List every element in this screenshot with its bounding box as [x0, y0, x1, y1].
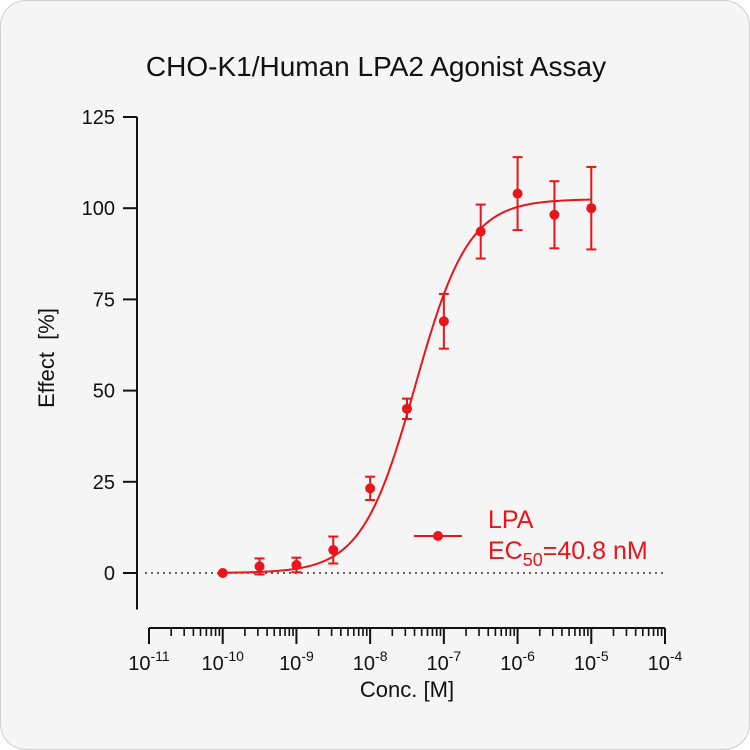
x-tick-label: 10-4	[648, 648, 683, 675]
x-tick-label: 10-5	[574, 648, 609, 675]
data-point	[217, 568, 228, 578]
y-axis-label: Effect [%]	[34, 308, 59, 408]
y-tick-label: 75	[93, 289, 115, 311]
legend-ec50: EC50=40.8 nM	[488, 537, 648, 570]
data-point	[586, 203, 597, 214]
x-tick-label: 10-7	[427, 648, 462, 675]
fit-curve	[222, 198, 592, 574]
chart-title: CHO-K1/Human LPA2 Agonist Assay	[145, 51, 607, 82]
x-axis: 10-11 10-10 10-9 10-8 10-7 10-6 10-5 10-4	[128, 627, 683, 675]
x-tick-label: 10-9	[279, 648, 314, 675]
data-point	[328, 545, 339, 556]
data-point	[549, 209, 560, 220]
data-point	[254, 561, 265, 572]
x-tick-label: 10-10	[201, 648, 244, 675]
x-tick-label: 10-8	[353, 648, 388, 675]
legend-series-name: LPA	[488, 506, 534, 534]
x-axis-label: Conc. [M]	[360, 677, 454, 702]
data-point	[291, 559, 302, 570]
legend-marker	[433, 531, 443, 541]
y-tick-label: 0	[104, 563, 115, 585]
y-tick-label: 25	[93, 472, 115, 494]
y-tick-label: 100	[82, 198, 115, 220]
plot-area	[145, 156, 665, 578]
y-tick-label: 50	[93, 381, 115, 403]
x-tick-label: 10-11	[128, 648, 170, 675]
data-point	[512, 188, 523, 199]
x-tick-label: 10-6	[500, 648, 535, 675]
y-tick-label: 125	[82, 107, 115, 129]
legend: LPA EC50=40.8 nM	[414, 506, 648, 570]
y-axis: 0 25 50 75 100 125	[82, 107, 138, 610]
data-point	[365, 483, 376, 494]
data-point	[475, 226, 486, 237]
data-point	[438, 316, 449, 327]
data-point	[401, 403, 412, 414]
